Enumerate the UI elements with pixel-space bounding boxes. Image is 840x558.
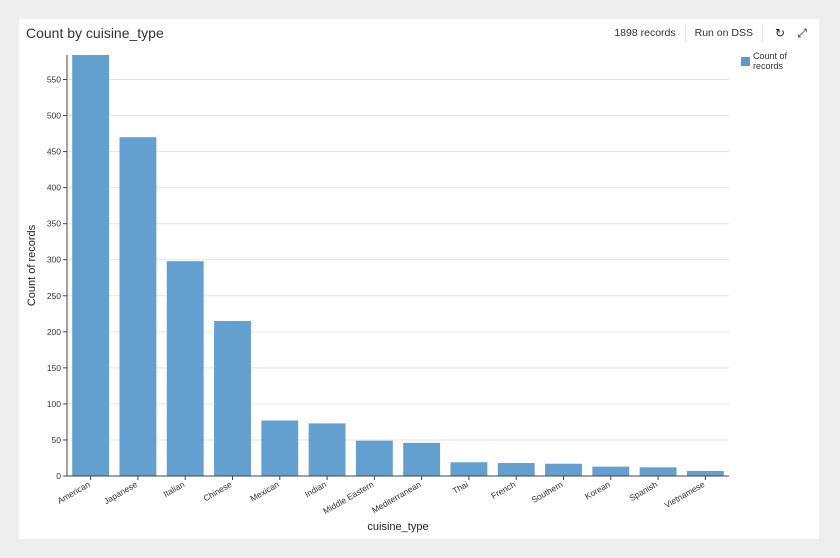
- x-axis-label: cuisine_type: [367, 521, 428, 533]
- x-tick-label: Korean: [583, 479, 612, 502]
- bar: [355, 440, 393, 476]
- records-count: 1898 records: [614, 27, 676, 39]
- bar-chart: 0 50 100 150 200 250 300 350 400 450 500 550 Americ…: [26, 55, 729, 533]
- y-tick-label: 150: [47, 363, 61, 373]
- x-tick-label: Chinese: [201, 479, 233, 503]
- bar: [403, 442, 441, 476]
- x-tick-label: Indian: [303, 479, 328, 499]
- x-tick-label: Thai: [451, 479, 470, 496]
- refresh-icon[interactable]: ↻: [774, 26, 786, 40]
- y-tick-label: 200: [47, 327, 61, 337]
- y-axis: 0 50 100 150 200 250 300 350 400 450 500 550: [47, 55, 68, 481]
- x-tick-label: Mediterranean: [370, 479, 423, 515]
- chart-toolbar: 1898 records Run on DSS ↻ ⤢: [605, 19, 819, 47]
- x-tick-label: Vietnamese: [663, 479, 707, 510]
- chart-card: Count by cuisine_type 1898 records Run o…: [19, 19, 819, 539]
- bar: [214, 321, 251, 476]
- x-tick-label: Middle Eastern: [321, 479, 375, 516]
- bar: [545, 463, 582, 476]
- x-axis: American Japanese Italian Chinese Mexican Ind…: [56, 475, 729, 516]
- y-tick-label: 50: [52, 435, 62, 445]
- toolbar-divider: [762, 24, 763, 42]
- y-tick-label: 450: [47, 147, 61, 157]
- chart-legend: Count of records: [741, 51, 819, 71]
- grid-lines: [67, 79, 729, 441]
- y-tick-label: 0: [56, 471, 61, 481]
- y-tick-label: 350: [47, 219, 61, 229]
- bar: [686, 470, 724, 476]
- chart-title: Count by cuisine_type: [26, 25, 164, 41]
- y-tick-label: 550: [47, 75, 61, 85]
- toolbar-divider: [684, 24, 686, 42]
- bar: [308, 423, 346, 476]
- bar: [72, 55, 110, 476]
- bar: [166, 261, 204, 476]
- expand-icon[interactable]: ⤢: [797, 25, 807, 40]
- bar: [639, 467, 677, 476]
- run-on-dss-button[interactable]: Run on DSS: [694, 27, 753, 39]
- y-tick-label: 250: [47, 291, 61, 301]
- x-tick-label: French: [489, 479, 517, 501]
- bar: [450, 462, 488, 476]
- legend-label: Count of records: [752, 51, 787, 71]
- bar: [592, 466, 630, 476]
- x-tick-label: Southern: [530, 479, 565, 505]
- x-tick-label: Mexican: [248, 479, 281, 504]
- bars: [72, 55, 724, 476]
- y-tick-label: 100: [47, 399, 61, 409]
- y-tick-label: 400: [47, 183, 61, 193]
- x-tick-label: American: [56, 479, 92, 506]
- x-tick-label: Spanish: [627, 479, 659, 503]
- legend-swatch: [741, 56, 750, 66]
- toolbar-icons: ↻ ⤢: [763, 19, 819, 47]
- x-tick-label: Italian: [162, 479, 187, 499]
- y-axis-label: Count of records: [26, 224, 38, 306]
- bar: [497, 463, 535, 476]
- x-tick-label: Japanese: [102, 479, 139, 506]
- y-tick-label: 500: [47, 111, 61, 121]
- bar: [261, 420, 299, 476]
- bar: [119, 137, 157, 476]
- y-tick-label: 300: [47, 255, 61, 265]
